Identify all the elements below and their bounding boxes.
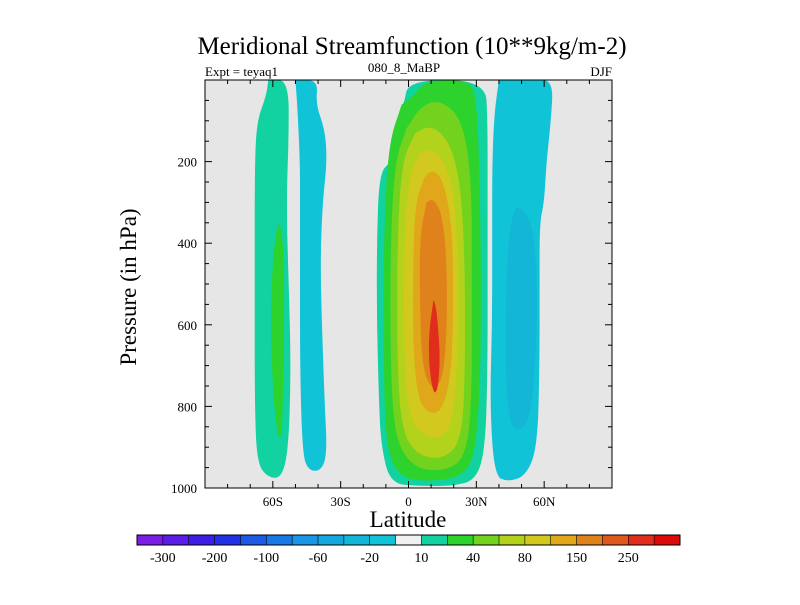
colorbar-swatch <box>292 535 319 545</box>
colorbar-frame <box>136 534 681 546</box>
contour-fills <box>254 80 553 486</box>
colorbar-label: 150 <box>566 551 587 566</box>
y-tick-label: 800 <box>178 399 198 414</box>
colorbar-swatch <box>162 535 190 545</box>
hadley-cell-level-8 <box>428 300 440 393</box>
colorbar-swatch <box>266 535 293 545</box>
colorbar-label: -200 <box>202 551 228 566</box>
x-tick-label: 60N <box>533 494 556 509</box>
y-tick-label: 200 <box>178 155 198 170</box>
colorbar-swatch <box>524 535 552 545</box>
x-axis-ticks: 60S 30S 0 30N 60N <box>204 80 613 509</box>
x-tick-label: 0 <box>405 494 412 509</box>
colorbar-label: 10 <box>414 551 428 566</box>
colorbar-swatch <box>602 535 629 545</box>
colorbar-label: 250 <box>618 551 639 566</box>
y-tick-label: 400 <box>178 236 198 251</box>
x-axis-label: Latitude <box>370 507 447 532</box>
colorbar-label: -20 <box>360 551 379 566</box>
colorbar-swatch <box>369 535 396 545</box>
y-axis-label: Pressure (in hPa) <box>116 208 141 365</box>
nh-extratropical-cell-inner <box>505 206 537 430</box>
colorbar-swatch <box>343 535 371 545</box>
colorbar-swatch <box>576 535 603 545</box>
experiment-label: Expt = teyaq1 <box>205 64 278 79</box>
sh-polar-cell-inner <box>271 222 285 438</box>
colorbar-label: -60 <box>309 551 328 566</box>
colorbar: -300 -200 -100 -60 -20 10 40 80 150 250 <box>136 534 681 566</box>
colorbar-swatch <box>318 535 345 545</box>
sh-ferrel-like-cell <box>295 80 327 471</box>
colorbar-swatch <box>214 535 241 545</box>
colorbar-swatch <box>188 535 215 545</box>
colorbar-label: -300 <box>150 551 176 566</box>
y-tick-label: 1000 <box>171 481 197 496</box>
colorbar-swatch <box>240 535 267 545</box>
colorbar-swatch <box>421 535 448 545</box>
x-tick-label: 30S <box>331 494 351 509</box>
x-tick-label: 30N <box>465 494 488 509</box>
colorbar-swatch <box>654 535 681 545</box>
colorbar-swatch <box>447 535 474 545</box>
colorbar-label: 80 <box>518 551 532 566</box>
colorbar-label: -100 <box>253 551 279 566</box>
x-tick-label: 60S <box>263 494 283 509</box>
colorbar-swatch <box>137 535 164 545</box>
season-label: DJF <box>590 64 612 79</box>
y-axis-ticks: 200 400 600 800 1000 <box>171 79 612 496</box>
period-label: 080_8_MaBP <box>368 60 440 75</box>
y-tick-label: 600 <box>178 318 198 333</box>
plot-area: 60S 30S 0 30N 60N 200 400 600 800 1000 <box>171 79 613 509</box>
chart-title: Meridional Streamfunction (10**9kg/m-2) <box>197 33 626 60</box>
colorbar-swatch <box>628 535 655 545</box>
colorbar-swatch <box>550 535 577 545</box>
colorbar-swatch <box>473 535 500 545</box>
colorbar-swatch <box>499 535 526 545</box>
hadley-cell-level-7 <box>419 199 447 388</box>
colorbar-label: 40 <box>466 551 480 566</box>
colorbar-swatch <box>395 535 422 545</box>
